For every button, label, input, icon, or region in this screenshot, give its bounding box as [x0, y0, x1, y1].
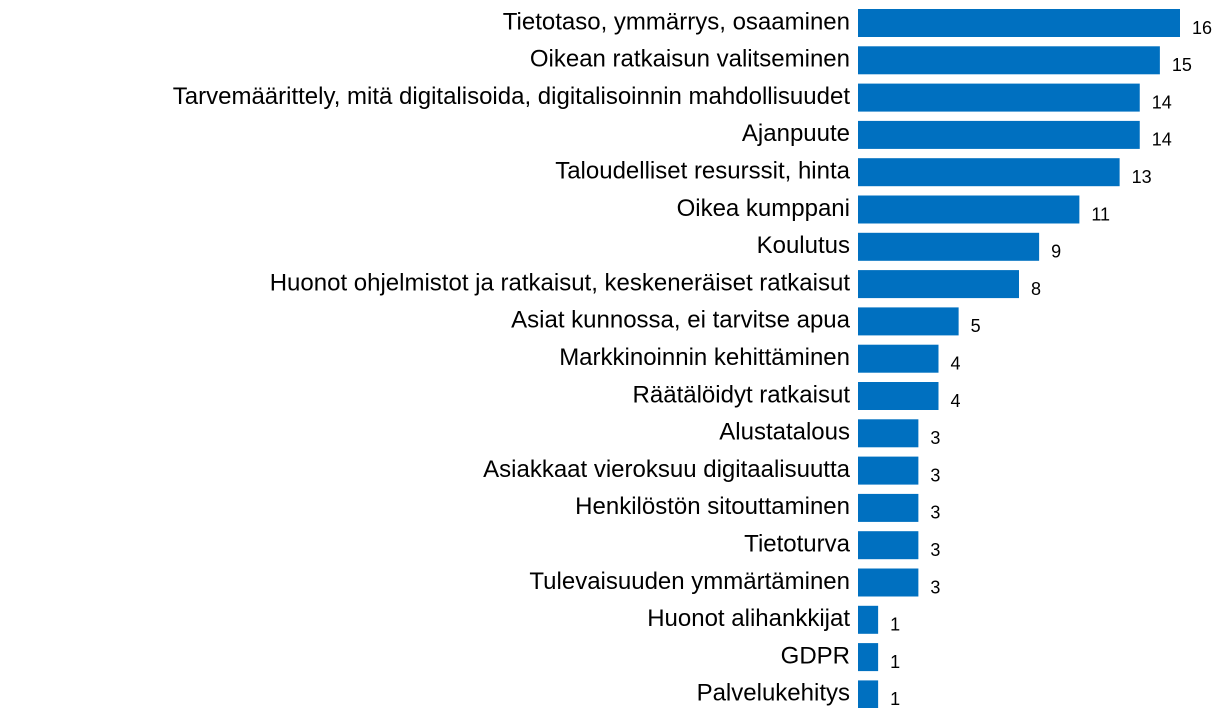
bar — [858, 382, 939, 410]
category-label: Koulutus — [757, 232, 850, 259]
category-label: Huonot alihankkijat — [647, 605, 850, 632]
bar — [858, 680, 879, 708]
category-label: Oikea kumppani — [677, 195, 850, 222]
bar — [858, 605, 879, 634]
value-label: 3 — [930, 503, 940, 523]
value-label: 3 — [930, 465, 940, 485]
bar — [858, 531, 919, 560]
category-label: Asiat kunnossa, ei tarvitse apua — [511, 307, 851, 334]
category-label: Asiakkaat vieroksuu digitaalisuutta — [483, 456, 851, 483]
value-label: 4 — [951, 353, 961, 373]
category-label: Tietoturva — [744, 531, 850, 558]
value-label: 3 — [930, 540, 940, 560]
bar — [858, 46, 1160, 75]
bar — [858, 493, 919, 522]
value-label: 3 — [930, 428, 940, 448]
bar — [858, 270, 1019, 299]
value-label: 3 — [930, 577, 940, 597]
value-label: 8 — [1031, 279, 1041, 299]
value-label: 14 — [1152, 130, 1172, 150]
category-label: GDPR — [781, 642, 850, 669]
category-label: Taloudelliset resurssit, hinta — [555, 158, 850, 185]
value-label: 1 — [890, 652, 900, 672]
value-label: 1 — [890, 615, 900, 635]
value-label: 14 — [1152, 92, 1172, 112]
category-label: Markkinoinnin kehittäminen — [559, 344, 850, 371]
category-label: Palvelukehitys — [697, 680, 850, 707]
category-label: Ajanpuute — [742, 120, 850, 147]
value-label: 15 — [1172, 55, 1192, 75]
bar — [858, 83, 1140, 112]
category-label: Alustatalous — [719, 419, 850, 446]
category-label: Räätälöidyt ratkaisut — [633, 381, 851, 408]
value-label: 5 — [971, 316, 981, 336]
bar — [858, 232, 1040, 261]
category-label: Tulevaisuuden ymmärtäminen — [529, 568, 850, 595]
bar — [858, 568, 919, 597]
value-label: 13 — [1132, 167, 1152, 187]
bar — [858, 9, 1180, 37]
bar — [858, 456, 919, 485]
category-label: Oikean ratkaisun valitseminen — [530, 46, 850, 73]
value-label: 4 — [951, 391, 961, 411]
bar — [858, 158, 1120, 187]
value-label: 1 — [890, 689, 900, 708]
bar — [858, 307, 959, 336]
bar — [858, 643, 879, 672]
bar — [858, 120, 1140, 149]
value-label: 11 — [1091, 204, 1110, 224]
bar — [858, 344, 939, 373]
bar — [858, 419, 919, 448]
category-label: Tarvemäärittely, mitä digitalisoida, dig… — [173, 83, 851, 110]
category-label: Huonot ohjelmistot ja ratkaisut, keskene… — [270, 269, 851, 296]
bar — [858, 195, 1080, 224]
category-label: Tietotaso, ymmärrys, osaaminen — [503, 8, 850, 35]
value-label: 9 — [1051, 242, 1061, 262]
category-label: Henkilöstön sitouttaminen — [575, 493, 850, 520]
value-label: 16 — [1192, 18, 1212, 38]
